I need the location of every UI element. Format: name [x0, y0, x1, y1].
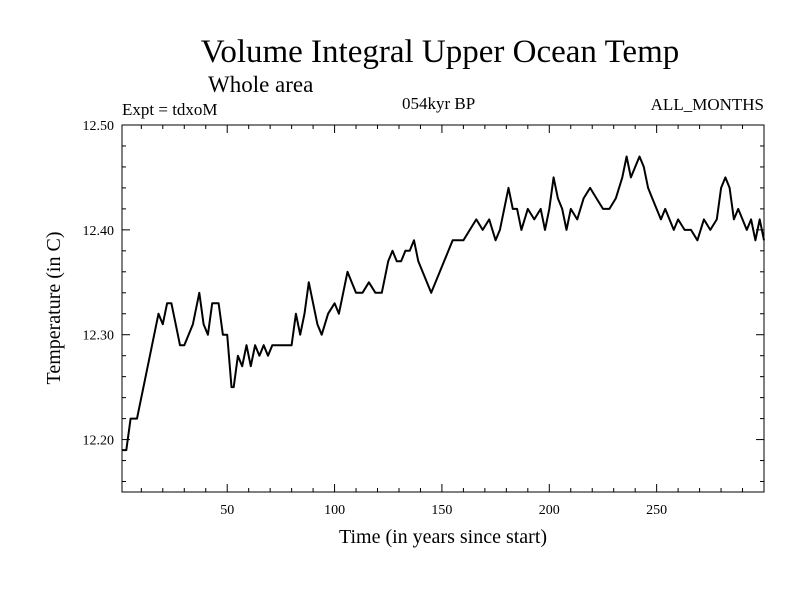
y-tick-label: 12.20	[83, 434, 115, 449]
axis-ticks	[122, 124, 764, 492]
period-label: 054kyr BP	[402, 94, 476, 113]
y-tick-label: 12.50	[83, 119, 115, 134]
x-tick-label: 150	[431, 503, 452, 518]
experiment-label: Expt = tdxoM	[122, 100, 218, 119]
x-tick-label: 100	[324, 503, 345, 518]
x-axis-title: Time (in years since start)	[339, 526, 547, 548]
y-axis-title: Temperature (in C)	[43, 232, 65, 385]
x-tick-label: 250	[646, 503, 667, 518]
y-tick-label: 12.40	[83, 224, 115, 239]
plot-frame	[121, 124, 765, 493]
x-tick-label: 50	[220, 503, 234, 518]
temperature-series-line	[122, 155, 765, 452]
months-label: ALL_MONTHS	[650, 95, 764, 114]
x-tick-label: 200	[539, 503, 560, 518]
y-tick-label: 12.30	[83, 329, 115, 344]
chart-title: Volume Integral Upper Ocean Temp	[200, 34, 680, 70]
chart-subtitle: Whole area	[208, 72, 314, 97]
tick-labels: 50 100 150 200 250 12.20 12.30 12.40 12.50	[83, 119, 668, 518]
